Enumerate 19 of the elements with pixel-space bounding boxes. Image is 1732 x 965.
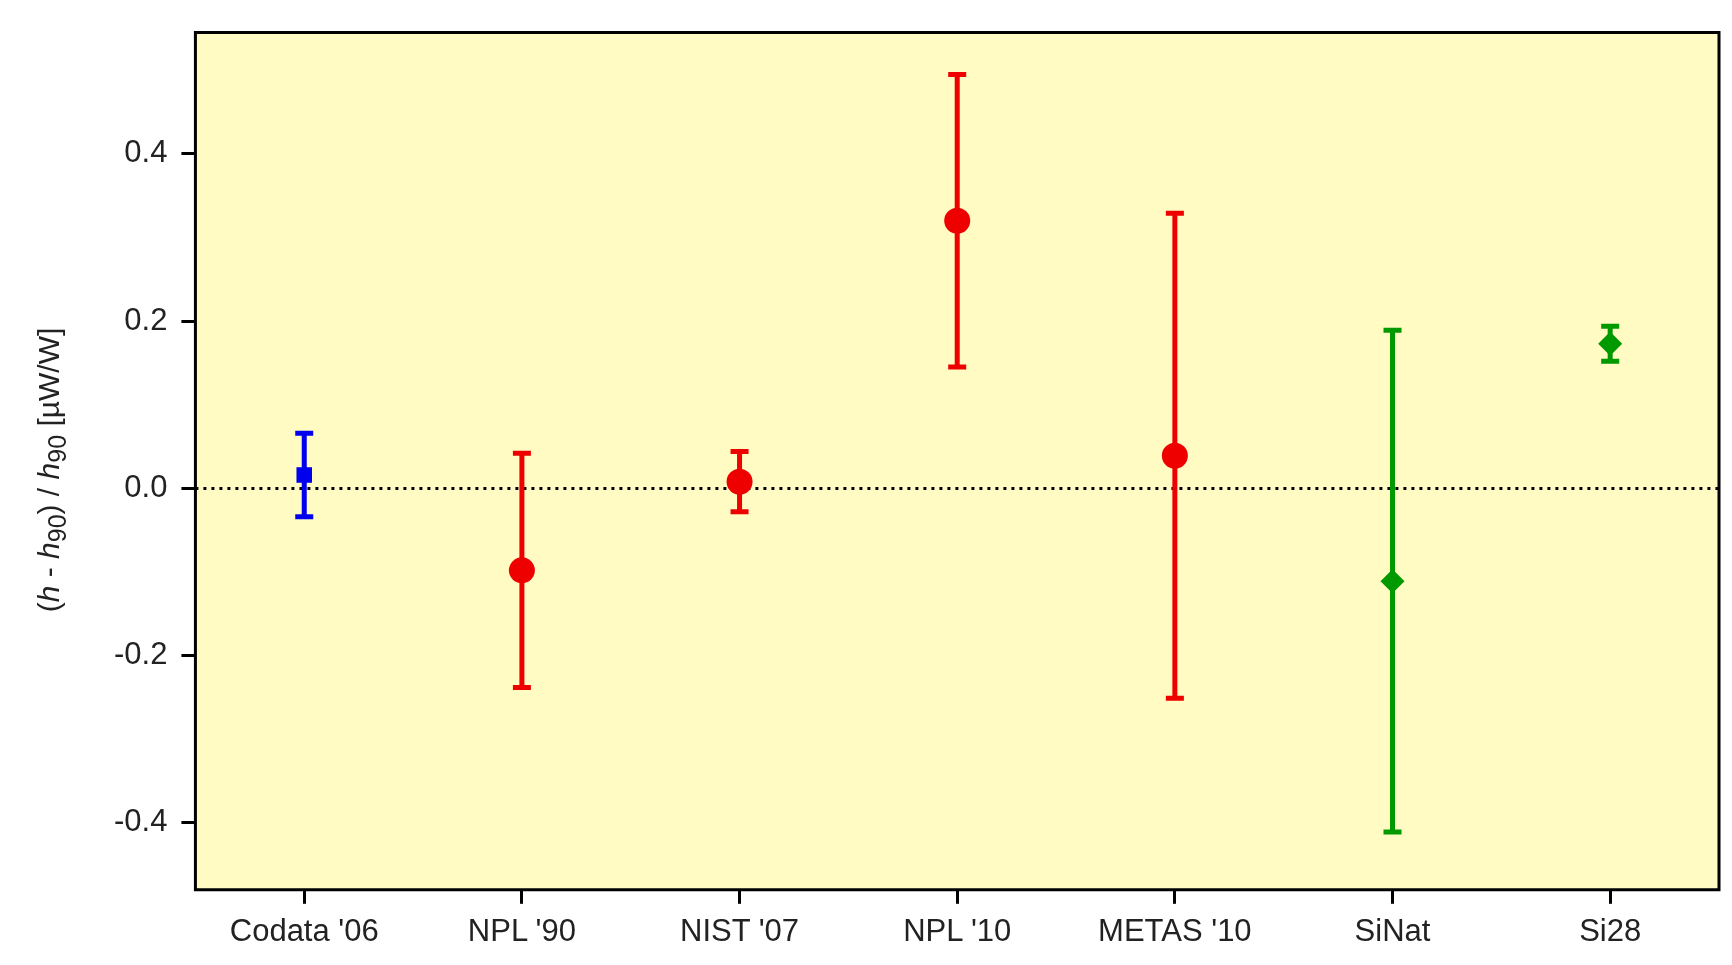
x-tick-label: METAS '10 xyxy=(1098,912,1252,948)
point xyxy=(296,467,313,483)
point xyxy=(944,207,971,234)
point xyxy=(1161,442,1188,469)
y-tick-label: 0.4 xyxy=(124,134,168,170)
point xyxy=(1598,331,1623,356)
x-tick-label: SiNat xyxy=(1354,912,1431,948)
y-tick-label: -0.4 xyxy=(114,803,168,839)
x-tick-label: NIST '07 xyxy=(680,912,800,948)
y-tick-label: 0.2 xyxy=(124,301,168,337)
x-tick-label: Si28 xyxy=(1579,912,1642,948)
point xyxy=(726,468,753,495)
x-tick-label: Codata '06 xyxy=(229,912,379,948)
y-tick-label: 0.0 xyxy=(124,468,168,504)
point xyxy=(508,557,535,584)
y-tick-label: -0.2 xyxy=(114,636,168,672)
x-tick-label: NPL '90 xyxy=(467,912,576,948)
point xyxy=(1380,569,1405,594)
x-tick-label: NPL '10 xyxy=(903,912,1012,948)
